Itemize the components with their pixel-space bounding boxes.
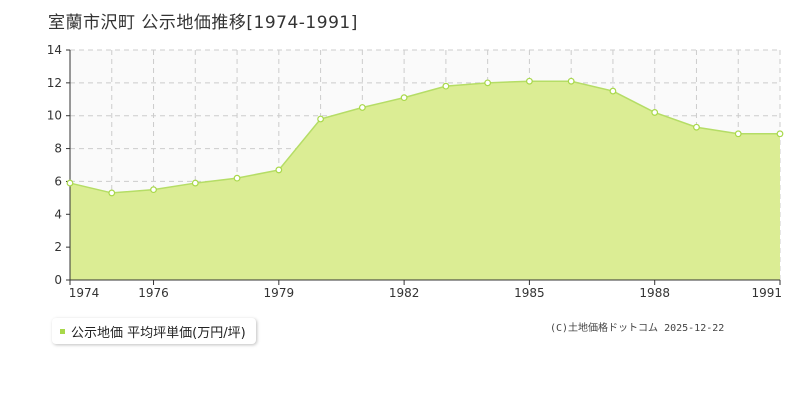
data-point [442, 82, 450, 90]
legend-swatch [60, 328, 65, 334]
y-tick-label: 6 [54, 174, 62, 188]
legend-label: 公示地価 平均坪単価(万円/坪) [71, 325, 246, 341]
x-tick-label: 1985 [514, 286, 545, 300]
area-series [69, 80, 780, 280]
x-tick-label: 1991 [751, 286, 782, 300]
y-tick-label: 10 [47, 109, 62, 123]
data-point [358, 104, 366, 111]
data-point [693, 123, 700, 131]
x-tick-label: 1979 [264, 286, 295, 300]
legend: 公示地価 平均坪単価(万円/坪) [52, 318, 256, 344]
y-tick-label: 0 [54, 273, 62, 287]
data-point [776, 130, 784, 138]
data-point [567, 77, 575, 85]
area-fill [70, 81, 780, 280]
y-tick-label: 4 [54, 207, 62, 221]
data-point [317, 115, 324, 123]
x-tick-label: 1988 [639, 286, 670, 300]
chart-title: 室蘭市沢町 公示地価推移[1974-1991] [48, 13, 358, 33]
data-point [400, 94, 408, 102]
data-point [233, 174, 241, 182]
copyright-text: (C)土地価格ドットコム 2025-12-22 [550, 323, 725, 334]
y-tick-label: 12 [47, 76, 62, 90]
data-point [66, 179, 74, 187]
y-tick-label: 2 [54, 240, 62, 254]
y-tick-labels: 0 2 4 6 8 10 12 14 [47, 43, 62, 287]
data-point [526, 77, 533, 85]
data-points [66, 77, 784, 197]
x-tick-label: 1982 [389, 286, 420, 300]
y-tick-label: 8 [54, 142, 62, 156]
series-line [69, 80, 780, 194]
data-point [609, 87, 617, 95]
data-point [150, 186, 157, 194]
data-point [275, 166, 283, 174]
x-tick-label: 1974 [69, 286, 100, 300]
data-point [484, 79, 492, 87]
data-point [108, 189, 116, 197]
y-tick-label: 14 [47, 43, 62, 57]
axes [66, 49, 781, 285]
x-tick-labels: 1974 1976 1979 1982 1985 1988 1991 [69, 286, 782, 300]
data-point [734, 130, 742, 138]
data-point [651, 109, 659, 116]
data-point [191, 179, 199, 187]
x-tick-label: 1976 [138, 286, 169, 300]
